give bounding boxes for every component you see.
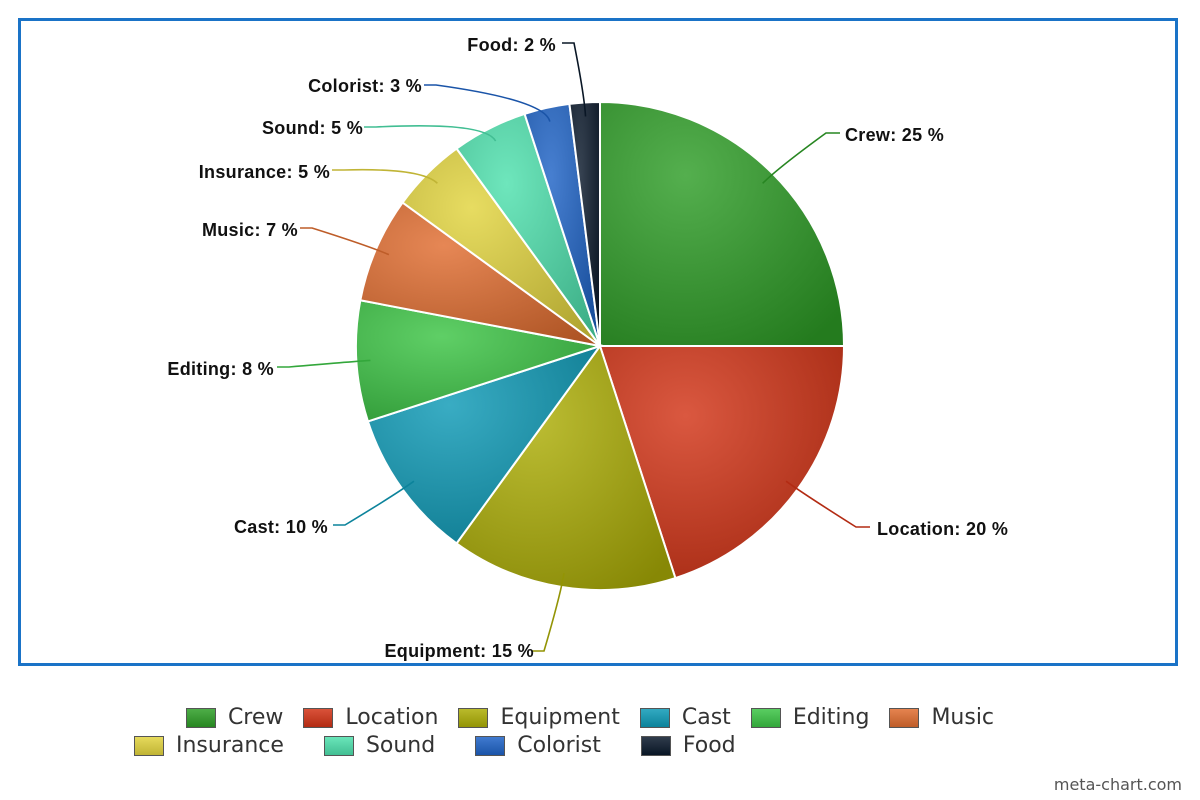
leader-line-food (562, 42, 587, 117)
legend-item-insurance[interactable]: Insurance (134, 733, 284, 758)
slice-label-editing: Editing: 8 % (167, 359, 274, 379)
legend-swatch (185, 707, 216, 728)
legend-item-crew[interactable]: Crew (185, 705, 284, 730)
legend-item-equipment[interactable]: Equipment (458, 705, 620, 730)
legend-swatch (889, 707, 920, 728)
leader-line-location (785, 480, 870, 528)
legend-label: Crew (227, 705, 284, 730)
slice-label-music: Music: 7 % (202, 220, 298, 240)
slice-label-colorist: Colorist: 3 % (308, 76, 422, 96)
legend-swatch (323, 735, 354, 756)
legend-swatch (750, 707, 781, 728)
slice-label-equipment: Equipment: 15 % (384, 641, 534, 661)
legend-swatch (303, 707, 334, 728)
legend-label: Food (682, 733, 736, 758)
slice-label-crew: Crew: 25 % (845, 125, 944, 145)
leader-line-cast (333, 480, 415, 526)
leader-line-colorist (424, 84, 551, 122)
leader-line-crew (762, 132, 840, 184)
legend-label: Insurance (176, 733, 284, 758)
leader-line-equipment (532, 573, 565, 652)
legend-label: Sound (365, 733, 436, 758)
slice-label-location: Location: 20 % (877, 519, 1008, 539)
pie-slice-crew[interactable] (599, 100, 846, 347)
leader-line-insurance (332, 168, 438, 184)
leader-line-editing (277, 359, 371, 368)
slice-label-food: Food: 2 % (467, 35, 556, 55)
watermark-text: meta-chart.com (1053, 775, 1182, 794)
leader-lines (277, 42, 870, 652)
legend-label: Colorist (517, 733, 601, 758)
leader-line-music (300, 227, 390, 256)
leader-line-sound (364, 125, 497, 142)
slice-label-cast: Cast: 10 % (234, 517, 328, 537)
legend-label: Music (931, 705, 995, 730)
chart-frame: Crew: 25 % Location: 20 % Equipment: 15 % C… (18, 18, 1178, 666)
legend-label: Editing (792, 705, 870, 730)
legend-item-cast[interactable]: Cast (639, 705, 731, 730)
legend-swatch (458, 707, 489, 728)
legend-item-sound[interactable]: Sound (323, 733, 436, 758)
legend-item-editing[interactable]: Editing (750, 705, 870, 730)
legend-row-1: Crew Location Equipment Cast Editing Mus… (0, 705, 1200, 730)
pie-chart: Crew: 25 % Location: 20 % Equipment: 15 % C… (167, 35, 1008, 661)
slice-label-sound: Sound: 5 % (262, 118, 363, 138)
legend-swatch (639, 707, 670, 728)
slice-labels: Crew: 25 % Location: 20 % Equipment: 15 % C… (167, 35, 1008, 661)
legend-label: Equipment (500, 705, 620, 730)
legend-label: Cast (681, 705, 731, 730)
legend-item-food[interactable]: Food (640, 733, 736, 758)
legend-row-2: Insurance Sound Colorist Food (0, 733, 1200, 758)
legend-swatch (475, 735, 506, 756)
legend-item-music[interactable]: Music (889, 705, 994, 730)
legend-item-location[interactable]: Location (303, 705, 438, 730)
legend-item-colorist[interactable]: Colorist (475, 733, 601, 758)
legend-swatch (640, 735, 671, 756)
slice-label-insurance: Insurance: 5 % (199, 162, 330, 182)
legend-label: Location (345, 705, 439, 730)
legend-swatch (134, 735, 164, 756)
